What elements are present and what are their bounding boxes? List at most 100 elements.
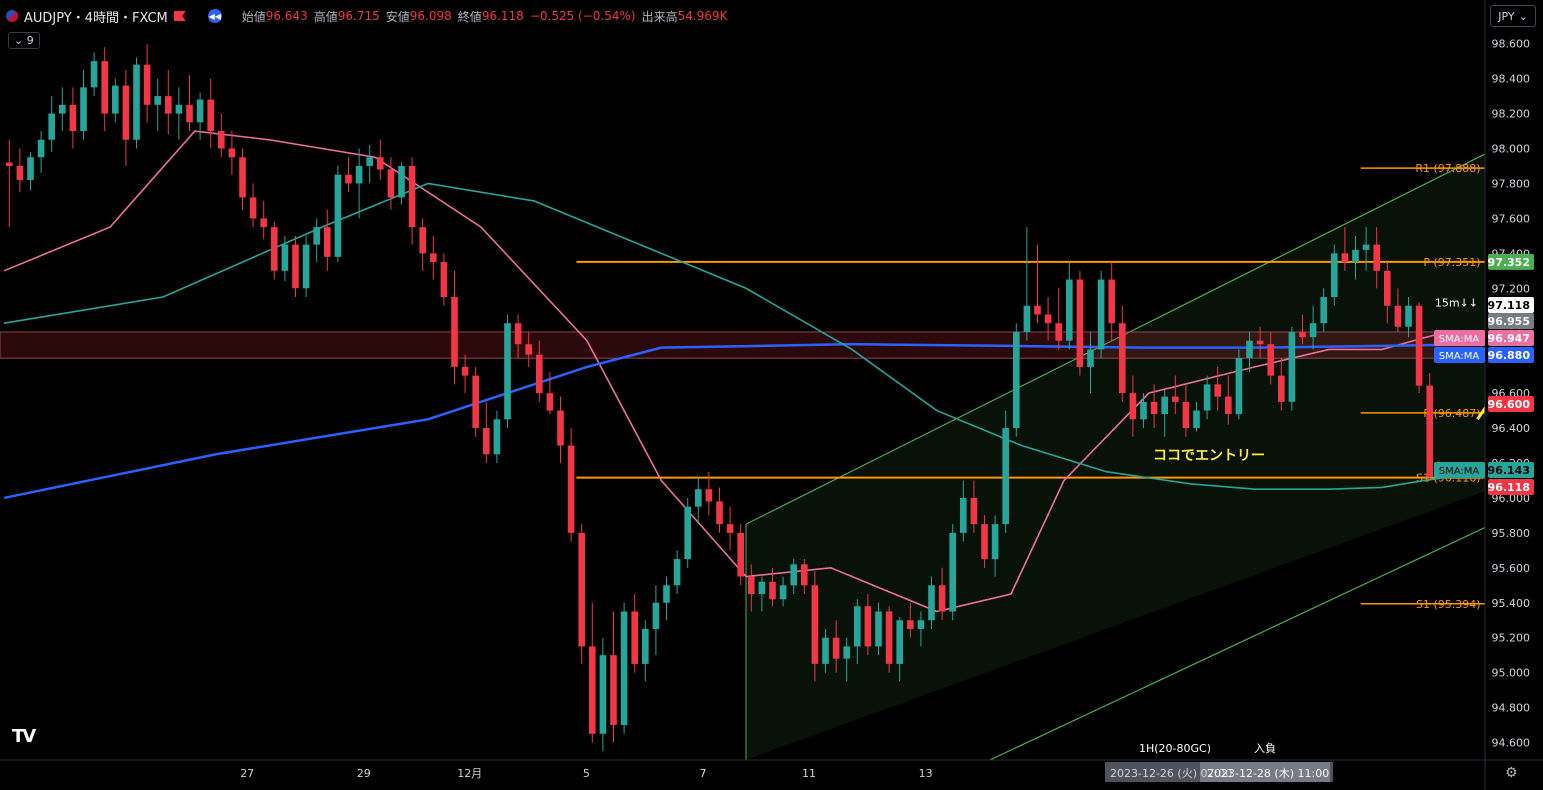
candle-body — [864, 606, 872, 647]
candle-body — [1203, 384, 1211, 411]
sma-tag — [1434, 347, 1485, 363]
candle-body — [398, 165, 405, 198]
candle-body — [1267, 344, 1274, 376]
axis-price-tag — [1488, 479, 1534, 495]
pivot-level-label: R1 (97.888) — [1415, 162, 1480, 175]
candle-body — [133, 64, 140, 140]
y-tick-label: 97.200 — [1492, 282, 1531, 295]
candle-body — [525, 344, 532, 355]
candle-body — [514, 323, 522, 345]
currency-label: JPY — [1498, 9, 1515, 23]
candle-body — [1256, 340, 1264, 345]
sma-tag-label: SMA:MA — [1439, 351, 1480, 362]
candle-body — [504, 323, 511, 420]
y-tick-label: 98.600 — [1492, 38, 1531, 51]
volume-value: 54.969K — [677, 9, 728, 23]
candle-body — [451, 297, 458, 367]
channel-lower-line — [989, 499, 1543, 761]
indicator-toggle[interactable]: ⌄ 9 — [8, 32, 40, 49]
candle-body — [960, 497, 967, 533]
pivot-level-label: S1 (95.394) — [1416, 598, 1481, 611]
candle-body — [567, 445, 575, 533]
x-tick-label: 27 — [240, 767, 254, 780]
candle-body — [472, 375, 479, 429]
axis-price-text: 96.118 — [1488, 481, 1530, 494]
sma-line — [3, 342, 1489, 500]
candle-body — [695, 489, 702, 507]
candle-body — [642, 628, 649, 664]
candle-body — [313, 227, 320, 245]
currency-button[interactable]: JPY ⌄ — [1490, 5, 1536, 27]
flag-marker-icon[interactable] — [173, 11, 186, 21]
y-tick-label: 95.600 — [1492, 562, 1531, 575]
candle-body — [1161, 396, 1168, 415]
candle-body — [663, 585, 670, 603]
candle-body — [1309, 323, 1317, 338]
candle-body — [1034, 305, 1041, 315]
chart-header: AUDJPY・4時間・FXCM ◀◀ 始値 96.643 高値 96.715 安値 9… — [6, 6, 727, 26]
symbol-title[interactable]: AUDJPY・4時間・FXCM — [24, 10, 168, 26]
candle-body — [589, 646, 596, 734]
candle-body — [324, 227, 331, 257]
replay-icon[interactable]: ◀◀ — [207, 9, 222, 23]
candle-body — [1097, 279, 1105, 350]
pivot-level-label: P (97.351) — [1423, 256, 1480, 269]
candle-body — [1002, 428, 1009, 525]
candle-body — [239, 157, 246, 198]
candle-body — [779, 585, 787, 600]
high-value: 96.715 — [337, 9, 380, 23]
candle-body — [1320, 297, 1327, 324]
price-axis — [1485, 0, 1543, 790]
candle-body — [186, 104, 193, 123]
tradingview-logo[interactable]: TV — [12, 726, 36, 747]
indicator-count: 9 — [26, 34, 34, 47]
change-value: −0.525 (−0.54%) — [529, 9, 636, 23]
candle-body — [1119, 323, 1126, 394]
candle-body — [981, 524, 988, 560]
candle-body — [281, 244, 289, 271]
candle-body — [631, 611, 638, 664]
low-label: 安値 — [385, 9, 410, 24]
candle-body — [854, 606, 861, 647]
candle-body — [1172, 396, 1179, 402]
y-tick-label: 97.600 — [1492, 212, 1531, 225]
gear-icon[interactable]: ⚙ — [1505, 765, 1518, 781]
y-tick-label: 95.400 — [1492, 597, 1531, 610]
candle-body — [1362, 244, 1370, 250]
candle-body — [769, 581, 776, 600]
y-tick-label: 97.800 — [1492, 177, 1531, 190]
x-tick-label: 11 — [802, 767, 816, 780]
channel-upper-line — [745, 124, 1543, 525]
candle-body — [218, 131, 225, 149]
candle-body — [1384, 270, 1391, 306]
candle-body — [419, 227, 426, 254]
entry-annotation: ココでエントリー — [1153, 448, 1265, 464]
candle-body — [48, 113, 55, 140]
candle-body — [536, 354, 543, 394]
y-tick-label: 95.800 — [1492, 527, 1531, 540]
candle-body — [811, 585, 819, 664]
y-tick-label: 98.200 — [1492, 108, 1531, 121]
y-tick-label: 98.000 — [1492, 143, 1531, 156]
axis-price-tag — [1488, 297, 1534, 313]
candle-body — [6, 162, 13, 166]
candle-body — [16, 165, 24, 180]
candle-body — [843, 646, 850, 659]
candle-body — [1415, 305, 1423, 386]
candle-body — [271, 227, 278, 271]
candle-body — [896, 620, 903, 664]
candle-body — [59, 104, 66, 114]
axis-price-text: 96.955 — [1488, 315, 1530, 328]
candle-body — [1140, 401, 1147, 420]
axis-price-tag — [1488, 253, 1534, 270]
candle-body — [938, 585, 946, 612]
marker-15m-label: 15m↓↓ — [1435, 297, 1478, 310]
sma-tag — [1434, 462, 1485, 478]
candle-body — [1066, 279, 1073, 341]
candle-body — [1044, 314, 1052, 324]
candle-body — [1087, 349, 1094, 367]
candle-body — [949, 532, 956, 612]
candle-body — [1405, 305, 1412, 327]
candle-body — [355, 165, 363, 184]
